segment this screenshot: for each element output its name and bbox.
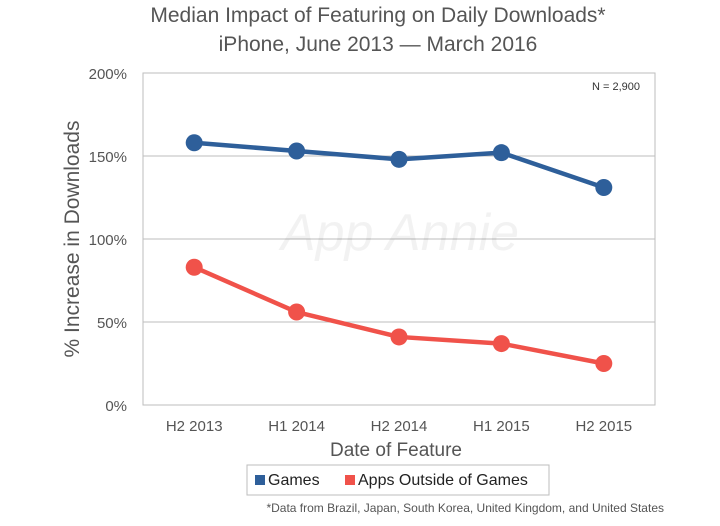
legend-label: Apps Outside of Games (358, 472, 528, 489)
x-tick-label: H1 2015 (473, 418, 530, 435)
data-point (492, 144, 510, 162)
data-point (288, 142, 306, 160)
y-tick-label: 50% (97, 315, 127, 332)
y-tick-label: 100% (89, 232, 127, 249)
y-axis-label: % Increase in Downloads (61, 121, 84, 358)
sample-size-annotation: N = 2,900 (592, 81, 640, 93)
data-point (595, 179, 613, 197)
y-tick-label: 150% (89, 149, 127, 166)
legend-label: Games (268, 472, 320, 489)
data-point (492, 335, 510, 353)
data-point (390, 328, 408, 346)
watermark: App Annie (278, 204, 519, 262)
legend-swatch (255, 475, 265, 485)
x-tick-label: H2 2014 (371, 418, 428, 435)
x-tick-label: H2 2013 (166, 418, 223, 435)
legend-box (246, 464, 550, 496)
x-tick-label: H2 2015 (575, 418, 632, 435)
grid-layer: 0% 50% 100% 150% 200% (89, 66, 655, 415)
footnote: *Data from Brazil, Japan, South Korea, U… (266, 501, 664, 515)
legend-swatch (345, 475, 355, 485)
data-point (390, 150, 408, 168)
plot-frame (142, 72, 656, 406)
y-tick-label: 200% (89, 66, 127, 83)
y-tick-label: 0% (105, 398, 127, 415)
chart-title: Median Impact of Featuring on Daily Down… (150, 4, 605, 27)
series-layer (185, 134, 613, 372)
x-tick-label: H1 2014 (268, 418, 325, 435)
data-point (595, 355, 613, 372)
legend: Games Apps Outside of Games (255, 472, 528, 489)
data-point (185, 258, 203, 276)
x-axis-label: Date of Feature (330, 440, 462, 461)
data-point (185, 134, 203, 152)
x-tick-labels: H2 2013 H1 2014 H2 2014 H1 2015 H2 2015 (166, 418, 632, 435)
chart-subtitle: iPhone, June 2013 — March 2016 (219, 33, 538, 56)
series-line-1 (191, 264, 607, 366)
data-point (288, 303, 306, 321)
